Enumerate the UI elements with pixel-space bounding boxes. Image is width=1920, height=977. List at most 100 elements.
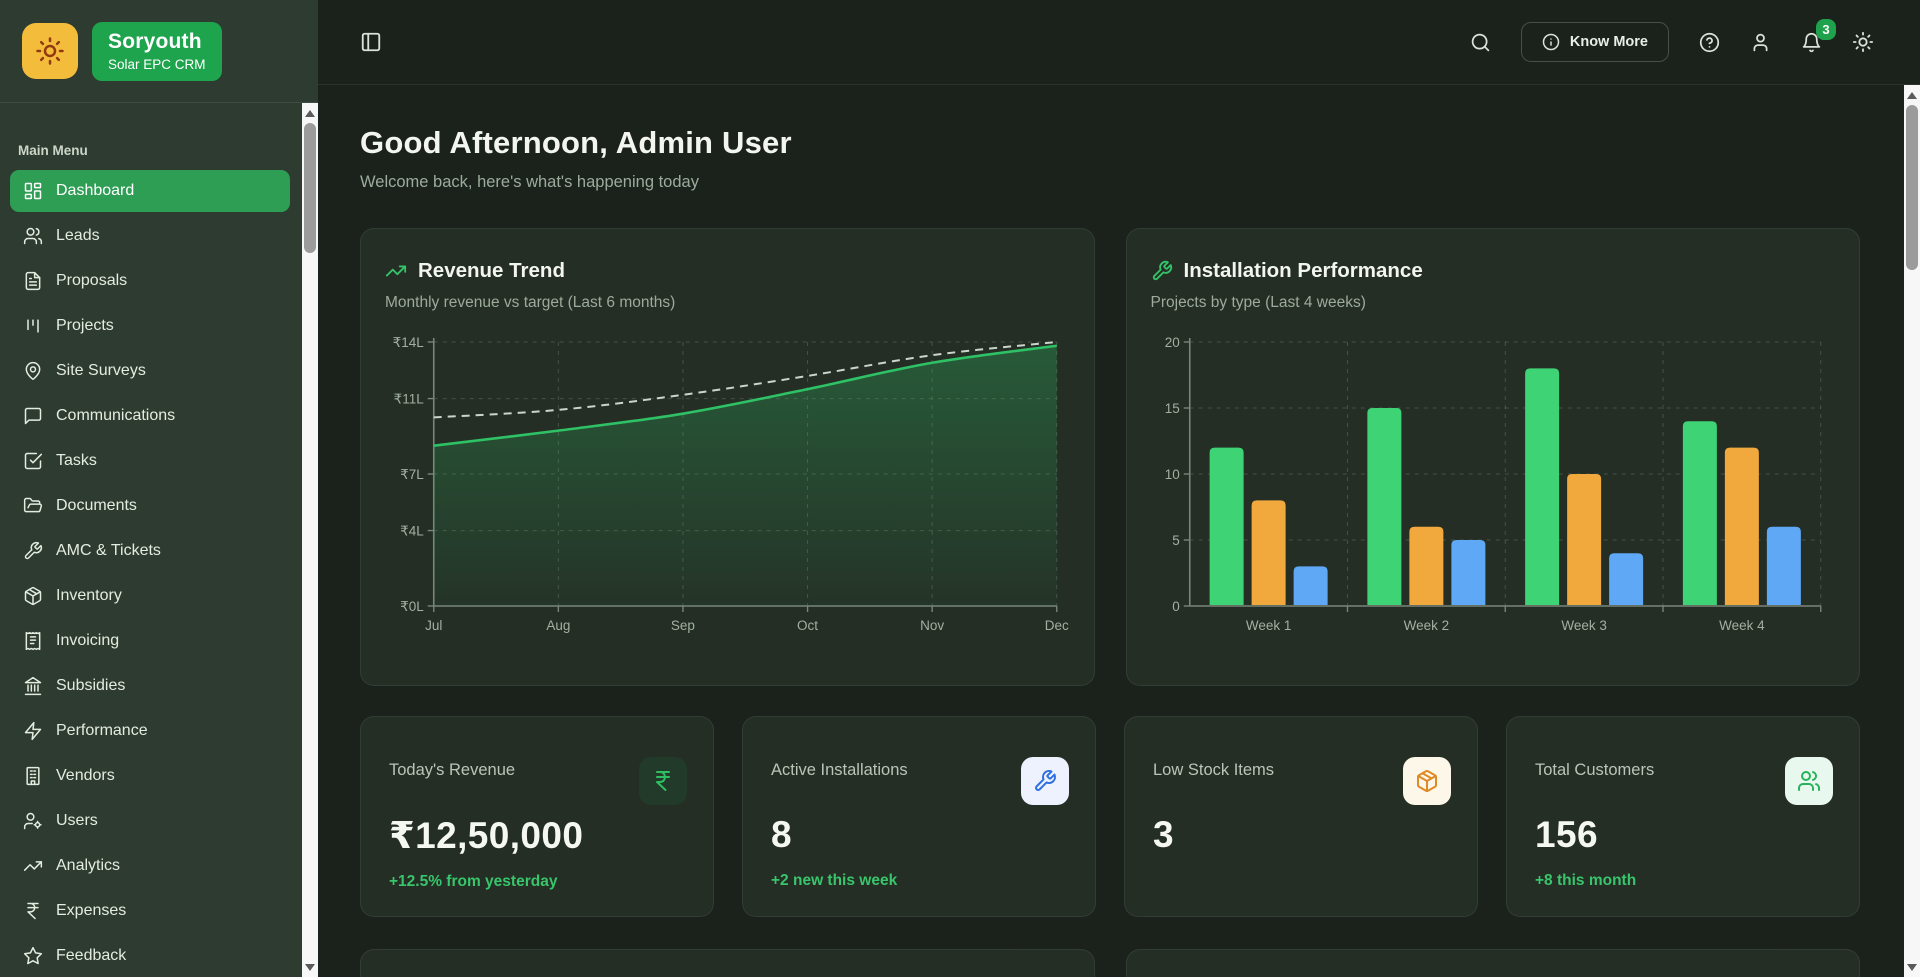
scroll-down-arrow[interactable] xyxy=(302,959,318,975)
bar-week-1-green xyxy=(1209,447,1244,605)
stat-card-active-installations: Active Installations 8 +2 new this week xyxy=(742,716,1096,917)
wrench-icon xyxy=(1151,260,1173,282)
chart-title: Installation Performance xyxy=(1183,259,1423,282)
chart-subtitle: Monthly revenue vs target (Last 6 months… xyxy=(385,294,676,311)
trending-up-icon xyxy=(23,856,43,876)
stat-title: Today's Revenue xyxy=(389,761,516,779)
svg-text:Nov: Nov xyxy=(920,618,944,633)
sidebar-item-analytics[interactable]: Analytics xyxy=(10,845,290,887)
svg-text:Week 3: Week 3 xyxy=(1561,618,1607,633)
sidebar-item-label: Users xyxy=(56,812,98,829)
trending-up-icon xyxy=(385,260,407,282)
users-icon xyxy=(1797,769,1821,793)
bar-week-1-orange xyxy=(1251,500,1286,605)
sidebar-item-invoicing[interactable]: Invoicing xyxy=(10,620,290,662)
sidebar-item-dashboard[interactable]: Dashboard xyxy=(10,170,290,212)
wrench-icon xyxy=(1033,769,1057,793)
sidebar-item-documents[interactable]: Documents xyxy=(10,485,290,527)
installation-performance-chart: 0 5 10 15 20 Week 1 Week 2 Week 3 Week 4 xyxy=(1164,335,1821,633)
scroll-down-arrow[interactable] xyxy=(1904,959,1920,975)
sidebar-item-feedback[interactable]: Feedback xyxy=(10,935,290,977)
brand-name: Soryouth xyxy=(108,29,202,53)
installation-performance-card: Installation Performance Projects by typ… xyxy=(1125,228,1860,686)
sun-logo-icon xyxy=(35,36,65,66)
sidebar: Soryouth Solar EPC CRM Main Menu Dashboa… xyxy=(0,0,318,977)
search-button[interactable] xyxy=(1470,32,1491,53)
sidebar-item-amc-tickets[interactable]: AMC & Tickets xyxy=(10,530,290,572)
stat-delta: +12.5% from yesterday xyxy=(389,873,558,890)
sidebar-item-label: Performance xyxy=(56,722,148,739)
sidebar-item-label: Projects xyxy=(56,317,114,334)
chart-header: Revenue Trend xyxy=(385,259,1070,283)
receipt-icon xyxy=(23,631,43,651)
stat-title: Total Customers xyxy=(1535,761,1655,779)
sidebar-item-label: Invoicing xyxy=(56,632,120,649)
partial-card-left xyxy=(360,949,1095,977)
stat-icon-box xyxy=(1403,757,1451,805)
revenue-trend-card: Revenue Trend Monthly revenue vs target … xyxy=(360,228,1095,686)
sidebar-item-subsidies[interactable]: Subsidies xyxy=(10,665,290,707)
user-icon xyxy=(1750,32,1771,53)
sun-icon xyxy=(1852,31,1874,53)
check-square-icon xyxy=(23,451,43,471)
stat-title: Low Stock Items xyxy=(1153,761,1275,779)
help-button[interactable] xyxy=(1699,32,1720,53)
stat-value: 156 xyxy=(1535,814,1598,855)
partial-card-right xyxy=(1125,949,1860,977)
theme-toggle-button[interactable] xyxy=(1852,31,1874,53)
user-cog-icon xyxy=(23,811,43,831)
stat-value: ₹12,50,000 xyxy=(389,815,584,856)
svg-text:₹0L: ₹0L xyxy=(400,599,424,614)
sidebar-item-performance[interactable]: Performance xyxy=(10,710,290,752)
sidebar-item-communications[interactable]: Communications xyxy=(10,395,290,437)
sidebar-item-leads[interactable]: Leads xyxy=(10,215,290,257)
charts-row: Revenue Trend Monthly revenue vs target … xyxy=(360,228,1860,686)
sidebar-item-label: AMC & Tickets xyxy=(56,542,161,559)
bar-week-2-green xyxy=(1366,408,1401,605)
sidebar-item-label: Expenses xyxy=(56,902,127,919)
sidebar-scrollbar[interactable] xyxy=(302,103,318,977)
main-scrollbar-thumb[interactable] xyxy=(1906,105,1918,270)
notifications-button[interactable]: 3 xyxy=(1801,18,1836,53)
svg-text:₹11L: ₹11L xyxy=(394,392,425,407)
sidebar-section-label: Main Menu xyxy=(18,143,88,158)
brand-logo[interactable] xyxy=(22,23,78,79)
wrench-icon xyxy=(23,541,43,561)
file-text-icon xyxy=(23,271,43,291)
sidebar-scrollbar-thumb[interactable] xyxy=(304,123,316,253)
sidebar-toggle-button[interactable] xyxy=(360,31,382,53)
brand-tagline: Solar EPC CRM xyxy=(108,56,206,72)
sidebar-item-label: Dashboard xyxy=(56,182,135,199)
topbar-actions: Know More 3 xyxy=(1470,18,1874,62)
sidebar-item-proposals[interactable]: Proposals xyxy=(10,260,290,302)
sidebar-item-tasks[interactable]: Tasks xyxy=(10,440,290,482)
chart-subtitle: Projects by type (Last 4 weeks) xyxy=(1150,294,1366,311)
svg-text:Week 1: Week 1 xyxy=(1245,618,1291,633)
building-icon xyxy=(23,766,43,786)
rupee-icon xyxy=(651,769,675,793)
topbar: Know More 3 xyxy=(318,0,1920,85)
know-more-button[interactable]: Know More xyxy=(1520,22,1669,62)
profile-button[interactable] xyxy=(1750,32,1771,53)
sidebar-item-users[interactable]: Users xyxy=(10,800,290,842)
svg-text:₹7L: ₹7L xyxy=(400,467,424,482)
bar-week-2-blue xyxy=(1450,540,1485,605)
sidebar-item-expenses[interactable]: Expenses xyxy=(10,890,290,932)
sidebar-item-site-surveys[interactable]: Site Surveys xyxy=(10,350,290,392)
sidebar-item-projects[interactable]: Projects xyxy=(10,305,290,347)
zap-icon xyxy=(23,721,43,741)
know-more-label: Know More xyxy=(1569,34,1648,50)
landmark-icon xyxy=(23,676,43,696)
scroll-up-arrow[interactable] xyxy=(1904,87,1920,103)
svg-text:20: 20 xyxy=(1164,335,1179,350)
stat-value: 3 xyxy=(1153,814,1174,855)
notification-badge: 3 xyxy=(1816,18,1836,40)
revenue-line xyxy=(433,344,1057,448)
bar-week-3-green xyxy=(1524,368,1559,605)
svg-text:Jul: Jul xyxy=(425,618,442,633)
main-scrollbar[interactable] xyxy=(1904,85,1920,977)
sidebar-item-inventory[interactable]: Inventory xyxy=(10,575,290,617)
sidebar-item-vendors[interactable]: Vendors xyxy=(10,755,290,797)
scroll-up-arrow[interactable] xyxy=(302,105,318,121)
svg-text:Aug: Aug xyxy=(546,618,570,633)
